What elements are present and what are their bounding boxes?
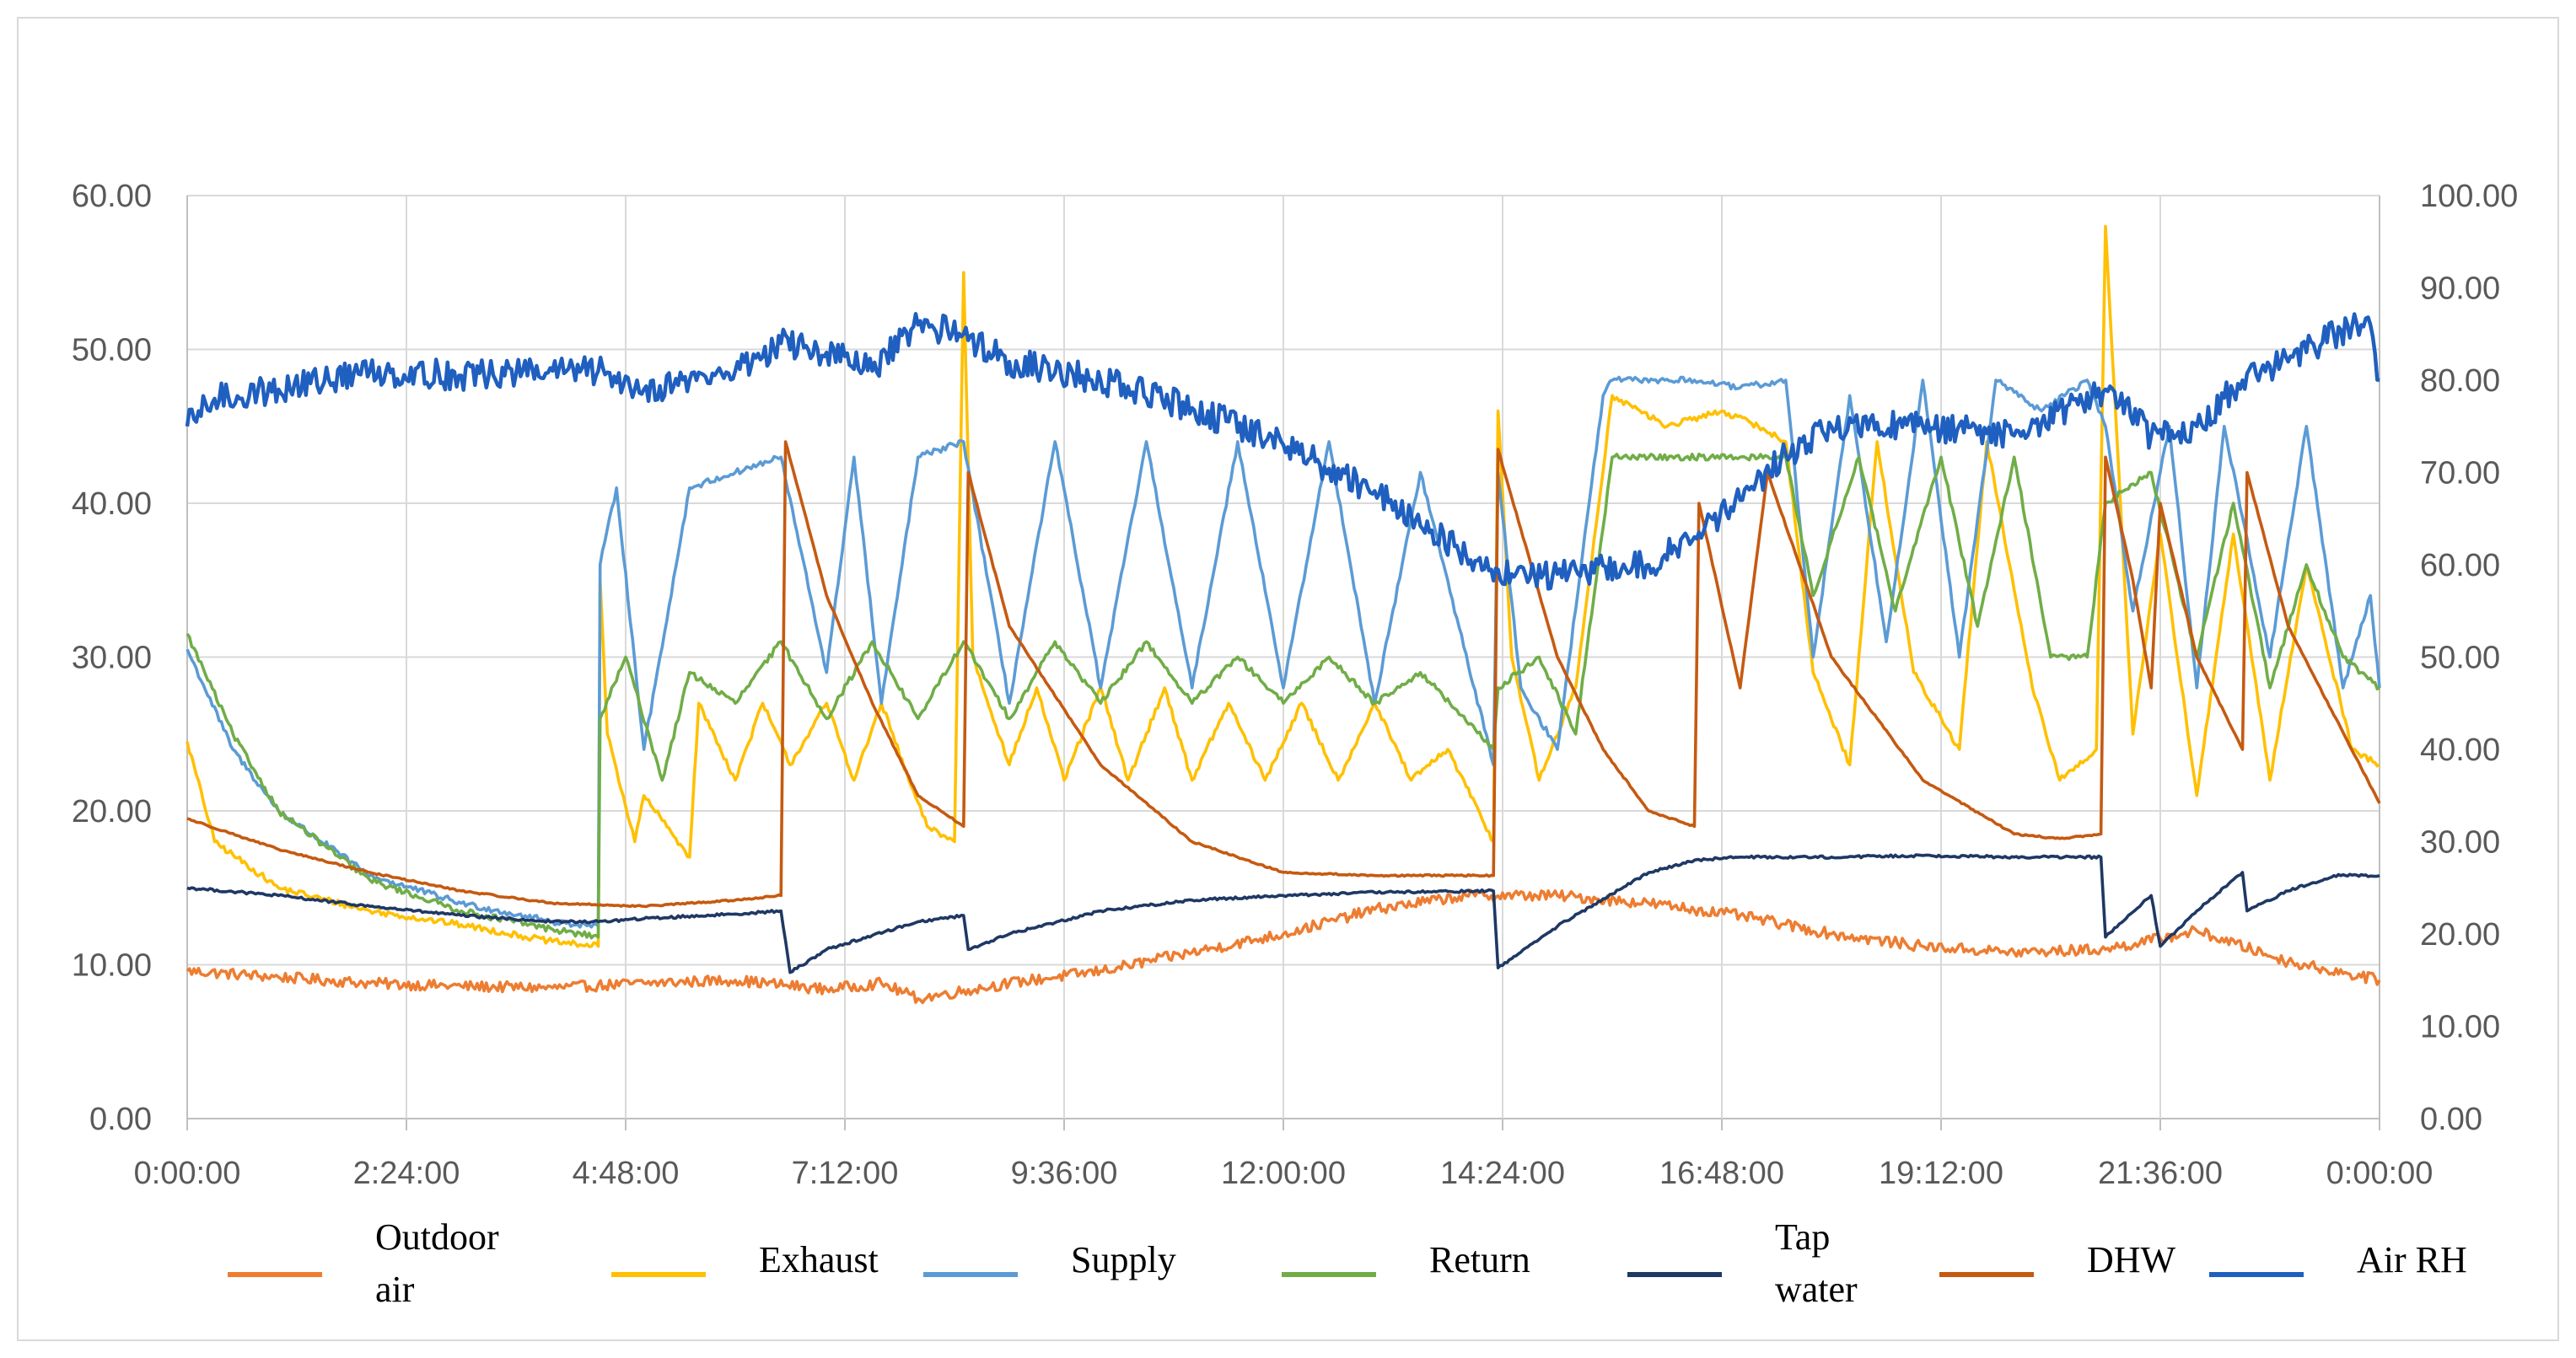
legend-label: air <box>375 1269 415 1310</box>
series-line-dhw <box>186 440 2381 909</box>
x-tick-label: 14:24:00 <box>1440 1156 1565 1191</box>
y-tick-label: 20.00 <box>72 794 152 829</box>
series-line-exhaust <box>186 224 2380 948</box>
x-tick-label: 4:48:00 <box>573 1156 680 1191</box>
legend-label: Tap <box>1775 1216 1830 1258</box>
legend-label: Exhaust <box>759 1239 879 1280</box>
y2-tick-label: 70.00 <box>2420 456 2500 491</box>
legend-label: water <box>1775 1269 1858 1310</box>
y-tick-label: 60.00 <box>72 179 152 214</box>
x-tick-label: 12:00:00 <box>1221 1156 1346 1191</box>
y2-tick-label: 30.00 <box>2420 825 2500 861</box>
series-line-return <box>186 452 2380 940</box>
y2-tick-label: 0.00 <box>2420 1102 2482 1137</box>
series-lines <box>185 224 2381 1005</box>
x-tick-label: 16:48:00 <box>1659 1156 1784 1191</box>
y-tick-label: 50.00 <box>72 333 152 368</box>
y2-tick-label: 90.00 <box>2420 271 2500 307</box>
x-tick-label: 0:00:00 <box>2326 1156 2433 1191</box>
y2-tick-label: 20.00 <box>2420 917 2500 953</box>
series-line-outdoor-air <box>186 888 2381 1005</box>
y2-tick-label: 100.00 <box>2420 179 2518 214</box>
legend-label: Return <box>1429 1239 1530 1280</box>
y-tick-label: 40.00 <box>72 486 152 522</box>
y-tick-label: 30.00 <box>72 641 152 676</box>
legend-label: Outdoor <box>375 1216 499 1258</box>
y-tick-label: 10.00 <box>72 948 152 984</box>
legend: Outdoor air Exhaust Supply Return Tap water DHW… <box>228 1216 2467 1310</box>
series-line-air-rh <box>185 312 2380 591</box>
y2-tick-label: 40.00 <box>2420 733 2500 768</box>
legend-label: Supply <box>1071 1239 1176 1280</box>
x-axis: 0:00:00 2:24:00 4:48:00 7:12:00 9:36:00 12:00… <box>134 1119 2433 1191</box>
y2-tick-label: 50.00 <box>2420 641 2500 676</box>
y2-tick-label: 60.00 <box>2420 548 2500 583</box>
y-axis-right: 0.00 10.00 20.00 30.00 40.00 50.00 60.00 70.00 8… <box>2420 179 2518 1137</box>
chart-frame <box>17 17 2559 1341</box>
series-line-tap-water <box>186 853 2380 974</box>
y2-tick-label: 10.00 <box>2420 1010 2500 1045</box>
y2-tick-label: 80.00 <box>2420 363 2500 399</box>
x-tick-label: 19:12:00 <box>1879 1156 2003 1191</box>
y-tick-label: 0.00 <box>89 1102 152 1137</box>
y-axis-left: 0.00 10.00 20.00 30.00 40.00 50.00 60.00 <box>72 179 152 1137</box>
x-tick-label: 21:36:00 <box>2098 1156 2223 1191</box>
x-tick-label: 0:00:00 <box>134 1156 241 1191</box>
x-tick-label: 2:24:00 <box>353 1156 460 1191</box>
x-tick-label: 9:36:00 <box>1011 1156 1118 1191</box>
x-tick-label: 7:12:00 <box>792 1156 899 1191</box>
legend-label: DHW <box>2087 1239 2176 1280</box>
legend-label: Air RH <box>2357 1239 2467 1280</box>
